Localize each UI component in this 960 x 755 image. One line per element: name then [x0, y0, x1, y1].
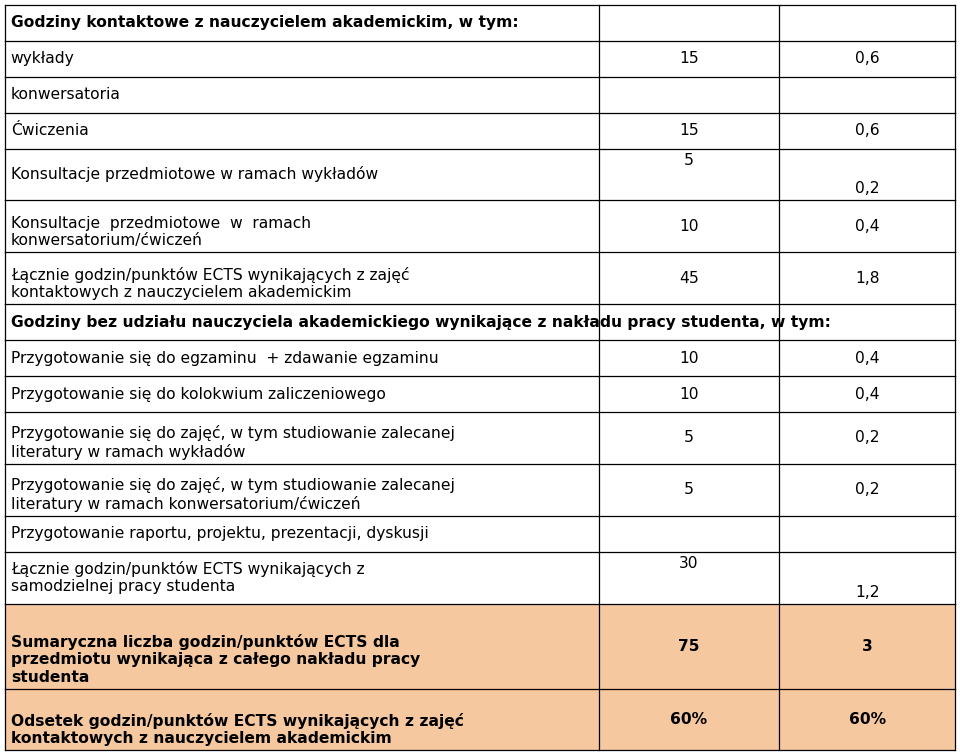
Text: 10: 10 — [680, 219, 699, 234]
Bar — [5, 376, 955, 412]
Text: 45: 45 — [679, 271, 699, 286]
Bar — [5, 689, 955, 750]
Text: Przygotowanie się do zajęć, w tym studiowanie zalecanej
literatury w ramach wykł: Przygotowanie się do zajęć, w tym studio… — [11, 425, 455, 460]
Text: 5: 5 — [684, 482, 694, 498]
Text: Przygotowanie się do kolokwium zaliczeniowego: Przygotowanie się do kolokwium zaliczeni… — [11, 387, 386, 402]
Text: Sumaryczna liczba godzin/punktów ECTS dla
przedmiotu wynikająca z całego nakładu: Sumaryczna liczba godzin/punktów ECTS dl… — [11, 634, 420, 685]
Text: 0,4: 0,4 — [854, 387, 879, 402]
Text: Łącznie godzin/punktów ECTS wynikających z
samodzielnej pracy studenta: Łącznie godzin/punktów ECTS wynikających… — [11, 561, 365, 594]
Text: 0,6: 0,6 — [854, 51, 879, 66]
Text: 10: 10 — [680, 350, 699, 365]
Text: 0,6: 0,6 — [854, 123, 879, 138]
Text: 15: 15 — [679, 51, 699, 66]
Text: 15: 15 — [679, 123, 699, 138]
Text: 1,2: 1,2 — [854, 584, 879, 599]
Text: 10: 10 — [680, 387, 699, 402]
Bar — [5, 41, 955, 77]
Text: konwersatoria: konwersatoria — [11, 87, 121, 102]
Text: 0,2: 0,2 — [854, 430, 879, 445]
Bar — [5, 112, 955, 149]
Text: Łącznie godzin/punktów ECTS wynikających z zajęć
kontaktowych z nauczycielem aka: Łącznie godzin/punktów ECTS wynikających… — [11, 267, 409, 300]
Text: Przygotowanie się do egzaminu  + zdawanie egzaminu: Przygotowanie się do egzaminu + zdawanie… — [11, 350, 439, 365]
Text: 0,2: 0,2 — [854, 482, 879, 498]
Bar — [5, 149, 955, 201]
Text: wykłady: wykłady — [11, 51, 75, 66]
Text: 60%: 60% — [849, 712, 886, 727]
Bar — [5, 201, 955, 252]
Text: 75: 75 — [679, 639, 700, 654]
Bar — [5, 604, 955, 689]
Bar — [5, 304, 955, 341]
Text: 5: 5 — [684, 153, 694, 168]
Text: 60%: 60% — [670, 712, 708, 727]
Text: Konsultacje przedmiotowe w ramach wykładów: Konsultacje przedmiotowe w ramach wykład… — [11, 167, 378, 183]
Bar — [5, 252, 955, 304]
Text: Godziny kontaktowe z nauczycielem akademickim, w tym:: Godziny kontaktowe z nauczycielem akadem… — [11, 15, 518, 30]
Bar — [5, 5, 955, 41]
Text: 0,4: 0,4 — [854, 219, 879, 234]
Text: 30: 30 — [680, 556, 699, 571]
Text: Przygotowanie się do zajęć, w tym studiowanie zalecanej
literatury w ramach konw: Przygotowanie się do zajęć, w tym studio… — [11, 477, 455, 512]
Text: Konsultacje  przedmiotowe  w  ramach
konwersatorium/ćwiczeń: Konsultacje przedmiotowe w ramach konwer… — [11, 216, 311, 248]
Text: 0,2: 0,2 — [854, 181, 879, 196]
Text: 0,4: 0,4 — [854, 350, 879, 365]
Text: Odsetek godzin/punktów ECTS wynikających z zajęć
kontaktowych z nauczycielem aka: Odsetek godzin/punktów ECTS wynikających… — [11, 713, 464, 746]
Text: 1,8: 1,8 — [854, 271, 879, 286]
Bar — [5, 77, 955, 112]
Text: Godziny bez udziału nauczyciela akademickiego wynikające z nakładu pracy student: Godziny bez udziału nauczyciela akademic… — [11, 315, 830, 330]
Text: 5: 5 — [684, 430, 694, 445]
Bar — [5, 412, 955, 464]
Text: Ćwiczenia: Ćwiczenia — [11, 123, 88, 138]
Bar — [5, 552, 955, 604]
Bar — [5, 464, 955, 516]
Bar — [5, 341, 955, 376]
Text: 3: 3 — [862, 639, 873, 654]
Text: Przygotowanie raportu, projektu, prezentacji, dyskusji: Przygotowanie raportu, projektu, prezent… — [11, 526, 428, 541]
Bar — [5, 516, 955, 552]
